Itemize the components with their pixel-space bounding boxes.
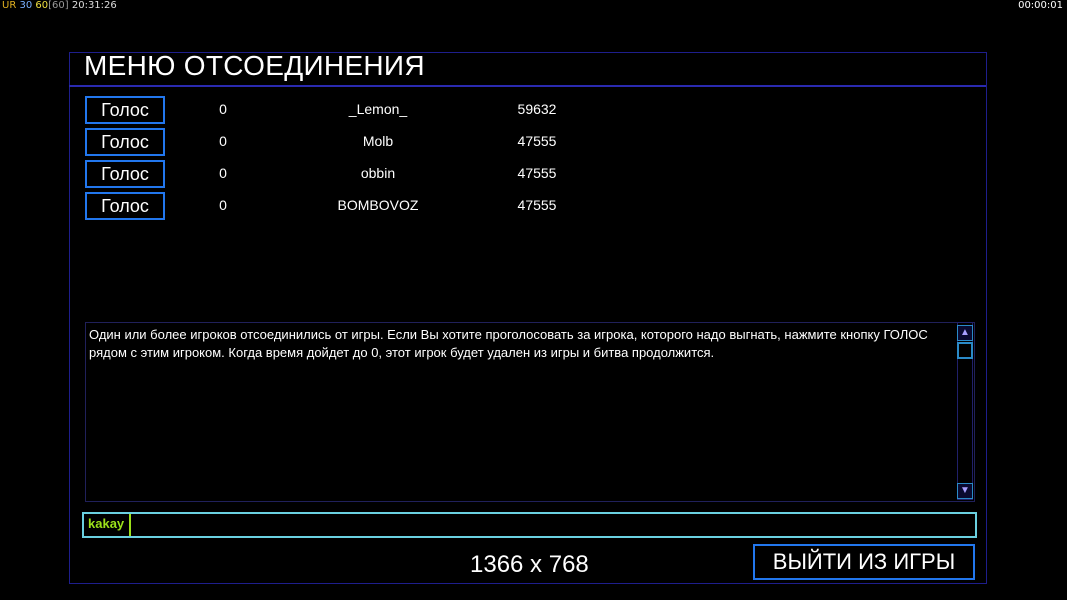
player-score: 47555 [517, 133, 557, 149]
exit-game-button[interactable]: ВЫЙТИ ИЗ ИГРЫ [753, 544, 975, 580]
vote-count: 0 [219, 133, 227, 149]
hud-clock: 20:31:26 [71, 0, 117, 11]
resolution-label: 1366 x 768 [470, 551, 589, 578]
hud-value-1: 30 [19, 0, 33, 11]
message-box [85, 322, 975, 502]
player-score: 59632 [517, 101, 557, 117]
chat-player-name: kakay [88, 516, 125, 531]
vote-button[interactable]: Голос [85, 96, 165, 124]
player-score: 47555 [517, 197, 557, 213]
player-name: Molb [362, 133, 394, 149]
hud-ur: UR [2, 0, 17, 11]
player-score: 47555 [517, 165, 557, 181]
vote-button[interactable]: Голос [85, 128, 165, 156]
hud-value-2: 60 [35, 0, 49, 11]
chat-caret [129, 514, 131, 536]
page-title: МЕНЮ ОТСОЕДИНЕНИЯ [84, 50, 425, 81]
player-name: _Lemon_ [348, 101, 408, 117]
title-divider [69, 85, 986, 87]
player-name: obbin [360, 165, 396, 181]
scrollbar[interactable] [957, 322, 973, 500]
scroll-up-icon[interactable]: ▲ [957, 325, 973, 341]
scroll-thumb[interactable] [957, 342, 973, 359]
disconnect-panel [69, 52, 987, 584]
player-name: BOMBOVOZ [337, 197, 419, 213]
hud-value-3: [60] [48, 0, 69, 11]
vote-count: 0 [219, 165, 227, 181]
message-text: Один или более игроков отсоединились от … [89, 327, 928, 360]
scroll-down-icon[interactable]: ▼ [957, 483, 973, 499]
vote-button[interactable]: Голос [85, 192, 165, 220]
vote-count: 0 [219, 101, 227, 117]
chat-input[interactable] [82, 512, 977, 538]
hud-stats: UR 30 60[60] 20:31:26 [2, 0, 117, 11]
hud-timer: 00:00:01 [1018, 0, 1063, 11]
vote-count: 0 [219, 197, 227, 213]
vote-button[interactable]: Голос [85, 160, 165, 188]
